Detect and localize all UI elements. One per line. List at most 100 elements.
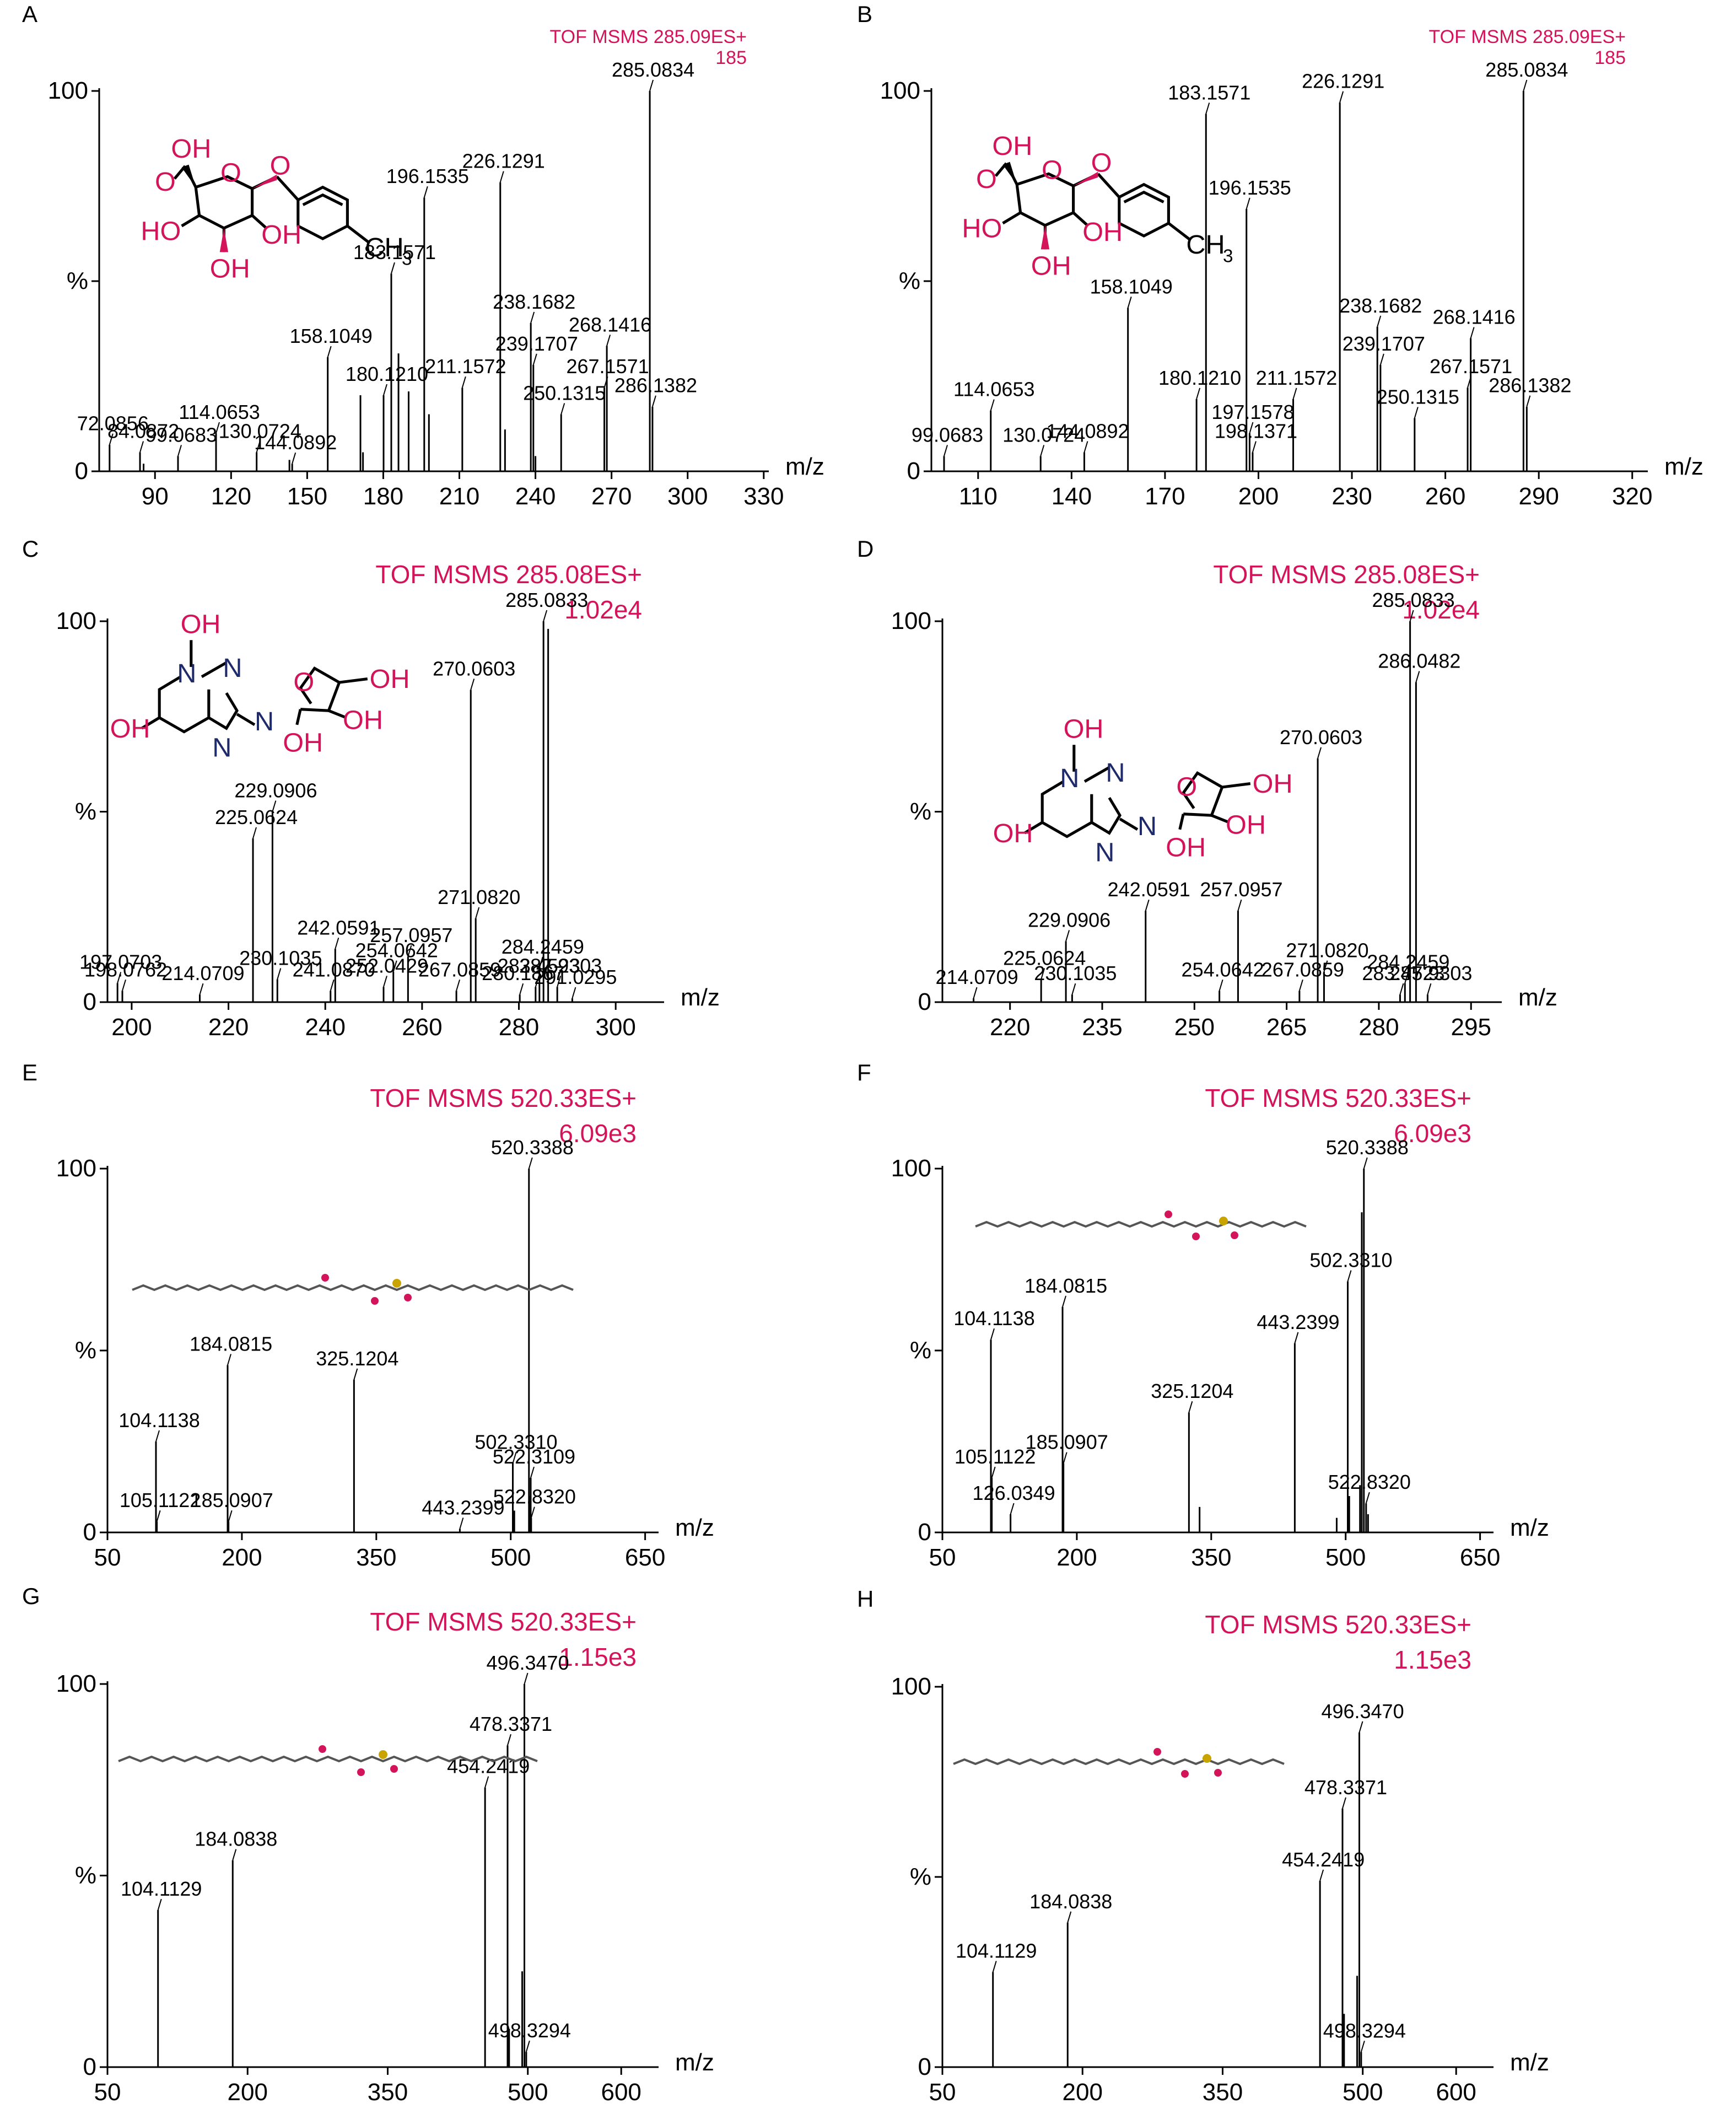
struct-b-ring-o: O [1042,155,1063,185]
x-tick-label: 240 [515,483,556,510]
peak-leader [215,422,220,434]
peak-leader [543,610,548,622]
spectrum-title: TOF MSMS 285.08ES+ [1213,560,1480,589]
peak-label: 229.0906 [1028,908,1110,931]
intensity-label: 185 [1594,47,1626,68]
peak-leader [1365,1492,1370,1504]
peak-label: 225.0624 [215,806,298,828]
x-tick-label: 270 [591,483,632,510]
x-tick-label: 230 [1331,483,1372,510]
peak-label: 250.1315 [1377,385,1459,408]
glucuronide-structure-b: OH O O O HO OH OH CH 3 [962,131,1233,281]
struct-a-carbonyl-o: O [155,167,176,197]
intensity-label: 1.02e4 [564,595,642,624]
peak-leader [1404,972,1409,983]
struct-a-ch3: CH [365,233,403,262]
peak-leader [117,972,122,983]
x-tick-label: 235 [1082,1014,1122,1041]
peak-label: 99.0683 [145,423,217,446]
peak-leader [156,1510,161,1522]
peak-label: 271.0820 [1286,939,1368,962]
peak-label: 443.2399 [1257,1311,1339,1333]
x-tick-label: 170 [1145,483,1185,510]
x-tick-label: 260 [402,1014,442,1041]
peak-leader [256,441,261,453]
peak-leader [1237,899,1242,911]
peak-label: 242.0591 [297,916,380,939]
x-tick-label: 220 [990,1014,1030,1041]
peak-leader [1062,1295,1066,1308]
peak-label: 72.0856 [77,412,149,435]
x-tick-label: 350 [356,1544,396,1571]
struct-a-ho-left: HO [141,217,181,246]
intensity-label: 6.09e3 [559,1119,637,1148]
peak-leader [649,79,654,92]
peak-label: 522.8320 [493,1486,576,1508]
panel-letter: D [857,536,874,562]
peak-leader [1067,1911,1072,1923]
peak-label: 197.1578 [1211,401,1294,423]
x-tick-label: 600 [1436,2079,1476,2106]
peak-leader [327,346,332,358]
peak-label: 211.1572 [1256,367,1337,389]
x-tick-label: 350 [1191,1544,1231,1571]
panel-letter: F [857,1059,871,1085]
peak-leader [1010,1503,1015,1515]
peak-label: 214.0709 [935,966,1018,988]
x-tick-label: 110 [959,483,998,510]
peak-leader [335,937,339,949]
peak-label: 185.0907 [191,1489,273,1511]
x-tick-label: 500 [1325,1544,1366,1571]
peak-leader [1427,983,1432,995]
y-tick-label: % [67,267,88,294]
x-tick-label: 50 [94,1544,121,1571]
peak-leader [507,1734,511,1746]
peak-label: 184.0815 [1025,1274,1107,1297]
struct-b-oh-right: OH [1082,217,1123,247]
peak-label: 184.0838 [195,1828,277,1850]
peak-leader [456,979,461,991]
peak-label: 130.0724 [1002,423,1085,446]
peak-leader [109,433,114,445]
peak-label: 158.1049 [1090,275,1173,298]
peak-label: 158.1049 [290,325,373,347]
x-tick-label: 200 [1238,483,1279,510]
panel-letter: B [857,1,872,27]
peak-leader [530,1507,535,1518]
x-tick-label: 200 [1063,2079,1103,2106]
struct-a-oh-bottom: OH [210,254,250,283]
peak-label: 502.3310 [1309,1249,1392,1272]
y-tick-label: 0 [907,458,920,485]
peak-leader [499,171,504,182]
peak-leader [330,979,335,991]
peak-label: 185.0907 [1026,1431,1108,1454]
struct-d-oh-ch2: OH [1253,769,1293,799]
x-tick-label: 300 [667,483,708,510]
peak-label: 280.1867 [482,962,564,984]
peak-leader [519,983,524,995]
peak-leader [292,452,296,464]
x-axis-title: m/z [1510,2049,1549,2076]
struct-c-n7: N [212,733,231,762]
peak-leader [572,987,576,999]
struct-b-oh-bottom: OH [1031,251,1071,281]
peak-leader [530,1466,535,1478]
peak-leader [122,979,126,991]
x-tick-label: 320 [1612,483,1652,510]
peak-leader [1071,983,1076,995]
nucleoside-structure-c: OH N N N N OH O OH OH OH [110,609,410,762]
x-tick-label: 50 [94,2079,121,2106]
peak-leader [973,987,978,999]
y-tick-label: % [75,798,96,825]
peak-leader [470,679,475,690]
peak-label: 478.3371 [470,1713,552,1735]
peak-leader [391,262,395,274]
peak-leader [990,399,995,411]
peak-label: 183.1571 [353,241,436,263]
x-tick-label: 500 [508,2079,548,2106]
peak-leader [1205,103,1210,114]
x-tick-label: 220 [208,1014,249,1041]
peak-leader [1065,930,1070,941]
x-tick-label: 350 [368,2079,408,2106]
peak-leader [535,976,540,987]
